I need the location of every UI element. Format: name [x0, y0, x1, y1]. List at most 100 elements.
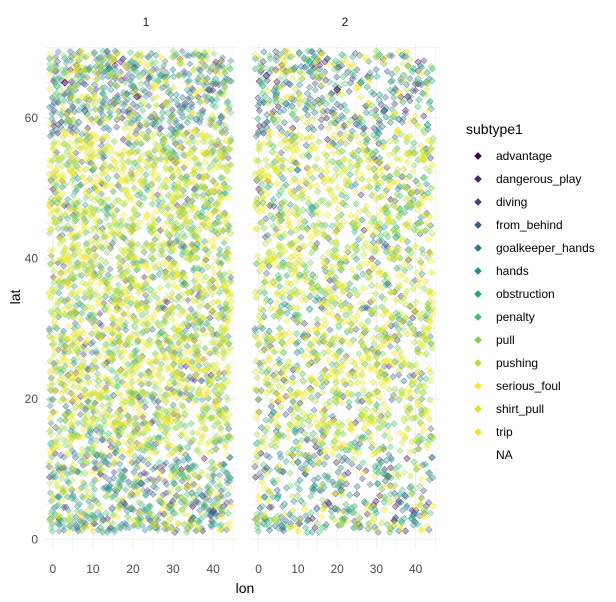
x-tick-label: 20 — [330, 562, 344, 576]
legend-entry: shirt_pull — [474, 402, 544, 416]
legend-entry: hands — [474, 264, 529, 278]
legend-entry: from_behind — [474, 218, 563, 232]
legend-label: serious_foul — [496, 379, 561, 393]
y-tick-label: 60 — [25, 111, 39, 125]
data-point — [201, 366, 209, 375]
x-tick-label: 30 — [166, 562, 180, 576]
facet-label-1: 1 — [143, 15, 150, 29]
data-point — [325, 142, 334, 150]
legend-key — [474, 198, 482, 206]
facet-panel-2 — [250, 44, 440, 550]
x-tick-label: 40 — [206, 562, 220, 576]
points-cloud — [251, 47, 437, 536]
data-point — [270, 163, 279, 171]
legend-key — [474, 290, 482, 298]
data-point — [349, 219, 357, 228]
x-tick-label: 0 — [255, 562, 262, 576]
legend-key — [474, 175, 482, 183]
data-point — [321, 373, 330, 382]
data-point — [105, 64, 113, 73]
facet-panels — [44, 44, 440, 550]
legend-key — [474, 313, 482, 321]
legend-key — [474, 267, 482, 275]
data-point — [205, 85, 213, 94]
legend-label: penalty — [496, 310, 535, 324]
x-axis-ticks: 0 10 20 30 40 0 10 20 30 40 — [49, 562, 422, 576]
data-point — [141, 261, 149, 270]
data-point — [305, 57, 314, 66]
points-trip — [45, 48, 235, 533]
x-tick-label: 20 — [126, 562, 140, 576]
data-point — [400, 359, 408, 368]
points-trip — [251, 48, 437, 533]
legend-key — [474, 336, 482, 344]
legend-entry: diving — [474, 195, 527, 209]
data-point — [384, 472, 393, 481]
data-point — [419, 156, 428, 164]
data-point — [193, 240, 201, 249]
data-point — [217, 113, 225, 122]
legend-entry: obstruction — [474, 287, 555, 301]
data-point — [341, 254, 349, 263]
data-point — [157, 71, 165, 80]
data-point — [392, 233, 400, 242]
data-point — [197, 212, 205, 221]
y-axis-title: lat — [7, 290, 23, 305]
data-point — [125, 149, 133, 157]
data-points — [258, 57, 432, 523]
points-serious_foul — [45, 47, 234, 536]
y-axis-ticks: 0 20 40 60 — [25, 111, 39, 547]
data-point — [407, 514, 416, 523]
legend-key — [474, 382, 482, 390]
data-point — [403, 92, 412, 101]
points-from_behind — [251, 47, 436, 535]
legend-label: obstruction — [496, 287, 555, 301]
x-tick-label: 30 — [370, 562, 384, 576]
x-axis-title: lon — [236, 580, 255, 596]
legend-label: trip — [496, 425, 513, 439]
points-serious_foul — [251, 47, 437, 534]
x-tick-label: 10 — [291, 562, 305, 576]
data-point — [282, 99, 290, 108]
legend-entry: penalty — [474, 310, 535, 324]
legend-label: advantage — [496, 149, 552, 163]
legend-label: goalkeeper_hands — [496, 241, 595, 255]
y-tick-label: 0 — [31, 532, 38, 546]
x-tick-label: 10 — [86, 562, 100, 576]
data-point — [258, 261, 267, 270]
data-point — [360, 324, 369, 333]
points-shirt_pull — [251, 47, 437, 536]
data-point — [121, 381, 129, 389]
legend-label: shirt_pull — [496, 402, 544, 416]
x-tick-label: 40 — [409, 562, 423, 576]
data-point — [137, 479, 145, 488]
legend-entry: pushing — [474, 356, 538, 370]
data-point — [380, 106, 389, 115]
legend-key — [474, 152, 482, 160]
data-point — [185, 465, 193, 474]
facet-panel-1 — [44, 44, 238, 550]
x-tick-label: 0 — [49, 562, 56, 576]
legend-key — [474, 244, 482, 252]
data-point — [286, 240, 294, 249]
data-point — [372, 177, 381, 185]
legend-label: NA — [496, 448, 513, 462]
points-obstruction — [251, 51, 436, 536]
legend-entry: pull — [474, 333, 515, 347]
facet-label-2: 2 — [342, 15, 349, 29]
legend-entry: serious_foul — [474, 379, 561, 393]
points-pull — [251, 47, 437, 532]
points-diving — [251, 48, 434, 536]
data-point — [93, 451, 101, 459]
data-point — [209, 507, 217, 516]
data-point — [61, 78, 69, 87]
legend-label: pushing — [496, 356, 538, 370]
data-point — [69, 170, 77, 178]
points-cloud — [45, 47, 235, 536]
data-point — [73, 345, 81, 354]
data-point — [278, 338, 287, 347]
data-point — [356, 78, 365, 87]
